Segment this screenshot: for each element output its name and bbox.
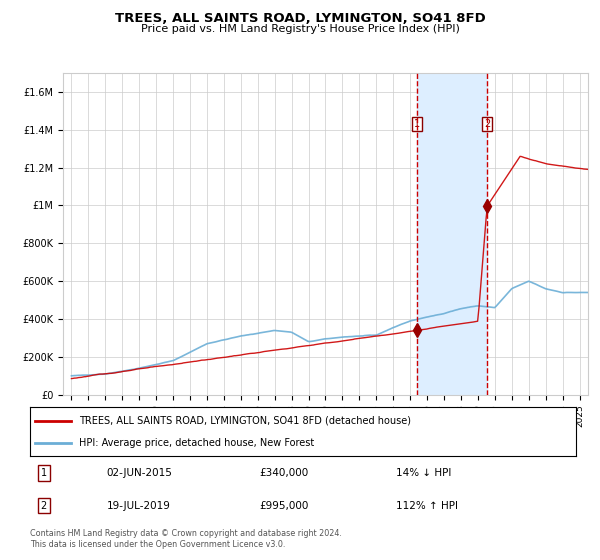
Text: TREES, ALL SAINTS ROAD, LYMINGTON, SO41 8FD (detached house): TREES, ALL SAINTS ROAD, LYMINGTON, SO41 … [79,416,411,426]
Text: Contains HM Land Registry data © Crown copyright and database right 2024.
This d: Contains HM Land Registry data © Crown c… [30,529,342,549]
Text: 1: 1 [41,468,47,478]
Bar [417,73,487,395]
Text: 02-JUN-2015: 02-JUN-2015 [106,468,172,478]
Text: £995,000: £995,000 [259,501,308,511]
Text: Price paid vs. HM Land Registry's House Price Index (HPI): Price paid vs. HM Land Registry's House … [140,24,460,34]
Text: 112% ↑ HPI: 112% ↑ HPI [396,501,458,511]
Text: 1: 1 [414,119,421,129]
Text: 2: 2 [41,501,47,511]
Text: £340,000: £340,000 [259,468,308,478]
Text: 2: 2 [484,119,490,129]
Text: 14% ↓ HPI: 14% ↓ HPI [396,468,451,478]
Text: HPI: Average price, detached house, New Forest: HPI: Average price, detached house, New … [79,437,314,447]
Text: 19-JUL-2019: 19-JUL-2019 [106,501,170,511]
Text: TREES, ALL SAINTS ROAD, LYMINGTON, SO41 8FD: TREES, ALL SAINTS ROAD, LYMINGTON, SO41 … [115,12,485,25]
